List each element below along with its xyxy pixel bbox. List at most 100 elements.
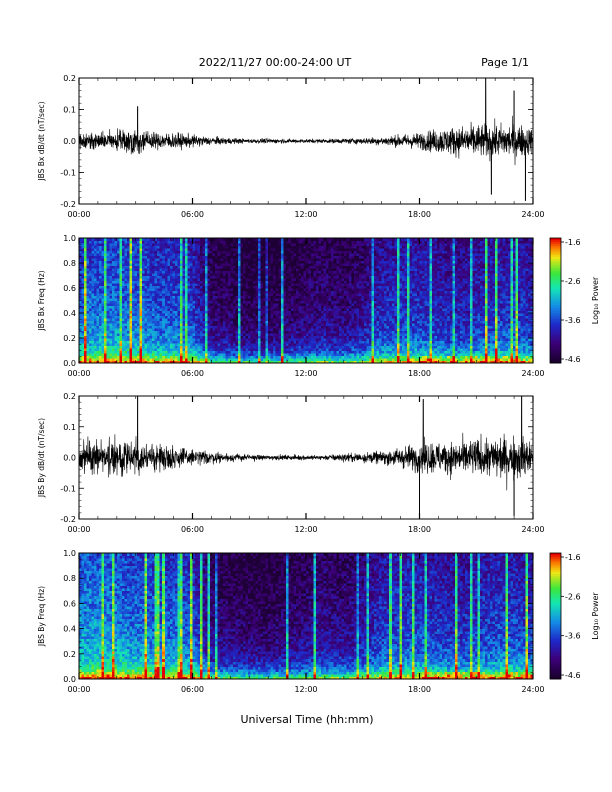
heatmap-cell [247, 265, 251, 269]
heatmap-cell [202, 295, 206, 299]
heatmap-cell [174, 260, 178, 264]
heatmap-cell [172, 293, 176, 296]
heatmap-cell [222, 275, 226, 279]
heatmap-cell [215, 285, 219, 289]
heatmap-cell [270, 245, 274, 249]
heatmap-cell [89, 308, 93, 311]
heatmap-cell [210, 273, 214, 276]
heatmap-cell [169, 293, 173, 296]
heatmap-cell [149, 268, 153, 271]
heatmap-cell [124, 323, 128, 326]
heatmap-cell [217, 305, 221, 309]
heatmap-cell [242, 358, 246, 361]
heatmap-cell [258, 245, 261, 249]
heatmap-cell [230, 273, 234, 276]
heatmap-cell [184, 348, 188, 351]
heatmap-cell [303, 330, 307, 334]
heatmap-cell [293, 295, 297, 299]
heatmap-cell [235, 355, 239, 359]
heatmap-cell [164, 273, 168, 276]
heatmap-cell [288, 260, 292, 264]
heatmap-cell [96, 323, 100, 326]
heatmap-cell [172, 258, 176, 261]
heatmap-cell [144, 343, 148, 346]
heatmap-cell [114, 305, 118, 309]
heatmap-cell [298, 298, 302, 301]
heatmap-cell [215, 275, 219, 279]
heatmap-cell [290, 273, 294, 276]
heatmap-cell [290, 268, 294, 271]
heatmap-cell [298, 303, 302, 306]
heatmap-cell [157, 278, 161, 281]
heatmap-cell [126, 308, 130, 311]
heatmap-cell [134, 293, 138, 296]
heatmap-cell [323, 323, 327, 326]
heatmap-cell [189, 253, 193, 256]
heatmap-cell [131, 283, 135, 286]
heatmap-cell [316, 240, 320, 244]
heatmap-cell [253, 285, 256, 289]
heatmap-cell [321, 348, 325, 351]
heatmap-cell [152, 305, 156, 309]
heatmap-cell [225, 280, 229, 284]
heatmap-cell [139, 310, 143, 314]
heatmap-cell [147, 323, 151, 326]
heatmap-cell [278, 325, 282, 329]
heatmap-cell [273, 270, 277, 274]
heatmap-cell [182, 260, 186, 264]
heatmap-cell [84, 318, 87, 321]
heatmap-cell [230, 283, 234, 286]
heatmap-cell [91, 258, 95, 261]
heatmap-cell [222, 340, 226, 344]
heatmap-cell [106, 288, 110, 291]
heatmap-cell [99, 315, 103, 319]
heatmap-cell [212, 280, 216, 284]
heatmap-cells [79, 238, 534, 364]
heatmap-cell [109, 255, 113, 259]
heatmap-cell [149, 325, 153, 329]
heatmap-cell [285, 335, 289, 339]
heatmap-cell [179, 358, 183, 361]
heatmap-cell [195, 238, 198, 241]
heatmap-cell [250, 318, 254, 321]
heatmap-cell [311, 360, 314, 364]
heatmap-cell [139, 355, 143, 359]
heatmap-cell [240, 280, 244, 284]
heatmap-cell [225, 290, 229, 294]
heatmap-cell [152, 250, 156, 254]
heatmap-cell [131, 265, 135, 269]
heatmap-cell [263, 243, 267, 246]
heatmap-cell [89, 310, 93, 314]
heatmap-cell [268, 300, 272, 304]
heatmap-cell [179, 283, 183, 286]
heatmap-cell [258, 270, 261, 274]
heatmap-cell [268, 243, 272, 246]
heatmap-cell [207, 325, 211, 329]
heatmap-cell [323, 315, 327, 319]
heatmap-cell [285, 288, 289, 291]
heatmap-cell [235, 303, 239, 306]
heatmap-cell [313, 238, 317, 241]
heatmap-cell [235, 335, 239, 339]
heatmap-cell [111, 320, 115, 324]
heatmap-cell [154, 298, 158, 301]
heatmap-cell [187, 238, 191, 241]
heatmap-cell [242, 243, 246, 246]
heatmap-cell [104, 308, 108, 311]
heatmap-cell [126, 315, 130, 319]
heatmap-cell [159, 295, 163, 299]
heatmap-cell [91, 238, 95, 241]
heatmap-cell [270, 293, 274, 296]
heatmap-cell [225, 323, 229, 326]
heatmap-cell [285, 273, 289, 276]
heatmap-cell [104, 328, 108, 331]
heatmap-cell [174, 270, 178, 274]
heatmap-cell [177, 355, 181, 359]
heatmap-cell [265, 338, 269, 341]
heatmap-cell [210, 350, 214, 354]
heatmap-cell [142, 350, 145, 354]
heatmap-cell [192, 273, 196, 276]
heatmap-cell [86, 265, 90, 269]
heatmap-cell [308, 300, 312, 304]
heatmap-cell [210, 355, 214, 359]
